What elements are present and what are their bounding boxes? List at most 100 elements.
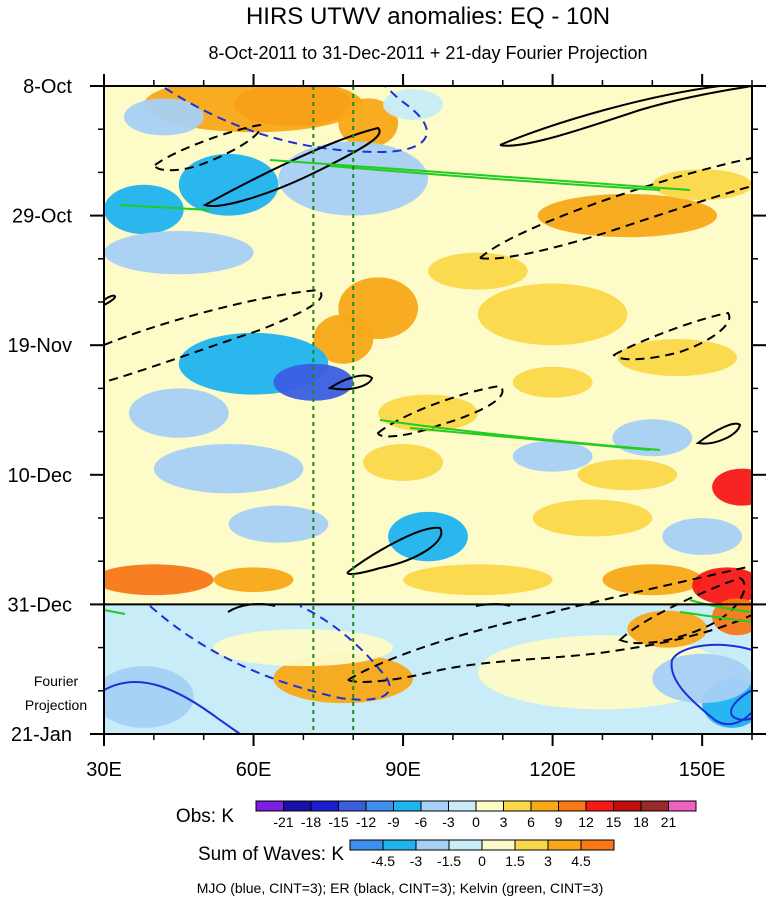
chart-subtitle: 8-Oct-2011 to 31-Dec-2011 + 21-day Fouri…: [208, 43, 647, 63]
x-tick-label: 30E: [86, 759, 122, 781]
anomaly-blob: [532, 499, 653, 537]
colorbar-swatch: [382, 839, 417, 851]
er-contour-mid: [327, 374, 374, 391]
anomaly-blob: [104, 231, 254, 275]
colorbar-swatch: [613, 800, 642, 812]
mjo-contour: [164, 86, 428, 154]
colorbar-swatch: [338, 800, 367, 812]
colorbar-tick-label: 21: [661, 814, 677, 830]
kelvin-contour-4: [679, 599, 752, 623]
y-tick-label: 8-Oct: [23, 76, 72, 98]
er-dashed-contour-5: [376, 384, 504, 438]
colorbar-swatch: [640, 800, 669, 812]
y-tick-label: 29-Oct: [12, 206, 72, 228]
er-contour-west: [104, 294, 116, 306]
colorbar-swatch: [475, 800, 504, 812]
colorbar-swatch: [585, 800, 614, 812]
anomaly-blob: [128, 388, 229, 438]
colorbar-tick-label: -9: [387, 814, 400, 830]
er-dashed-contour-4: [612, 311, 731, 361]
x-tick-label: 60E: [236, 759, 272, 781]
colorbar-swatch: [420, 800, 449, 812]
mjo-contour-forecast: [149, 605, 391, 701]
y-tick-label: 21-Jan: [11, 724, 72, 746]
mjo-contour-negative: [104, 681, 241, 734]
colorbar-swatch: [393, 800, 422, 812]
colorbar-swatch: [448, 839, 483, 851]
anomaly-blob: [692, 567, 752, 605]
kelvin-contour-5: [104, 609, 126, 615]
colorbar-swatch: [349, 839, 384, 851]
er-dashed-contour-7: [618, 576, 746, 645]
anomaly-blob: [363, 443, 443, 481]
y-tick-label: 31-Dec: [8, 594, 72, 616]
anomaly-blob: [213, 567, 294, 593]
er-dashed-contour-2: [479, 157, 752, 260]
colorbar-swatch: [503, 800, 532, 812]
x-tick-label: 150E: [679, 759, 726, 781]
anomaly-blob: [153, 443, 304, 494]
er-dashed-contour-3: [104, 288, 323, 383]
colorbar-swatch: [365, 800, 394, 812]
kelvin-contour-2: [119, 204, 211, 211]
colorbar-tick-label: 1.5: [505, 853, 525, 869]
anomaly-blob: [104, 184, 184, 235]
colorbar-tick-label: 4.5: [571, 853, 591, 869]
er-dashed-contour-1: [154, 123, 262, 172]
colorbar-tick-label: -4.5: [371, 853, 395, 869]
y-tick-label: 10-Dec: [8, 465, 72, 487]
er-contour: [202, 126, 381, 207]
colorbar-tick-label: -3: [410, 853, 423, 869]
wave-colorbar: -4.5 -3 -1.5 0 1.5 3 4.5: [349, 839, 615, 869]
anomaly-blob: [477, 283, 628, 346]
colorbar-swatch: [415, 839, 450, 851]
colorbar-tick-label: -15: [328, 814, 348, 830]
colorbar-tick-label: 0: [478, 853, 486, 869]
colorbar-tick-label: 12: [578, 814, 594, 830]
forecast-blob: [104, 666, 194, 728]
anomaly-blob: [388, 511, 468, 562]
anomaly-blob: [712, 468, 752, 506]
colorbar-swatch: [580, 839, 615, 851]
forecast-blob: [652, 653, 752, 704]
colorbar-swatch: [283, 800, 312, 812]
colorbar-swatch: [448, 800, 477, 812]
kelvin-contour-1: [269, 159, 691, 191]
colorbar-tick-label: -3: [442, 814, 455, 830]
forecast-label-line1: Fourier: [34, 673, 79, 689]
anomaly-blob: [537, 194, 718, 238]
colorbar-tick-label: 3: [544, 853, 552, 869]
anomaly-blob: [123, 98, 204, 136]
anomaly-blob: [178, 153, 279, 216]
colorbar-tick-label: -1.5: [437, 853, 461, 869]
obs-colorbar-label: Obs: K: [176, 806, 234, 827]
colorbar-tick-label: -12: [356, 814, 376, 830]
anomaly-blob: [512, 440, 593, 472]
colorbar-tick-label: 3: [500, 814, 508, 830]
chart-title: HIRS UTWV anomalies: EQ - 10N: [246, 3, 610, 30]
colorbar-swatch: [310, 800, 339, 812]
x-tick-label: 120E: [529, 759, 576, 781]
colorbar-swatch: [530, 800, 559, 812]
anomaly-blob: [602, 564, 703, 596]
plot-frame: [103, 85, 753, 735]
mjo-contour-negative-corner: [730, 689, 752, 721]
forecast-blob: [213, 629, 394, 667]
colorbar-swatch: [668, 800, 697, 812]
anomaly-blob: [104, 564, 214, 596]
anomaly-blob: [228, 505, 329, 543]
colorbar-tick-label: 15: [606, 814, 622, 830]
wave-contours: [104, 86, 752, 734]
x-tick-label: 90E: [385, 759, 421, 781]
forecast-label-line2: Projection: [25, 697, 87, 713]
colorbar-tick-label: -6: [415, 814, 428, 830]
colorbar-tick-label: 0: [472, 814, 480, 830]
anomaly-blob: [313, 314, 374, 364]
colorbar-tick-label: -21: [273, 814, 293, 830]
obs-colorbar: -21 -18 -15 -12 -9 -6 -3 0 3 6 9 12 15 18 21: [255, 800, 697, 830]
er-contour-north: [499, 86, 752, 147]
anomaly-blob: [278, 141, 428, 216]
mjo-contour-negative-east: [670, 643, 752, 726]
